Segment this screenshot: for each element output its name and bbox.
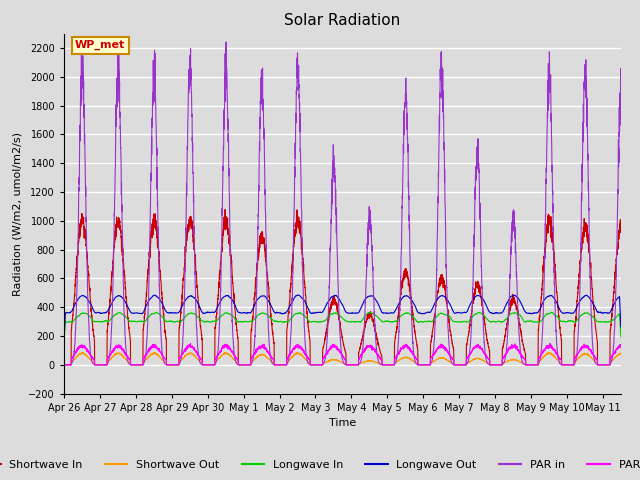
- Shortwave In: [60, 362, 68, 368]
- PAR in: [325, 302, 333, 308]
- PAR in: [600, 362, 607, 368]
- Longwave Out: [299, 296, 307, 301]
- Line: Shortwave Out: Shortwave Out: [64, 352, 621, 365]
- PAR out: [325, 348, 333, 353]
- Longwave In: [600, 319, 607, 325]
- Longwave In: [617, 334, 625, 340]
- PAR in: [299, 257, 307, 263]
- Shortwave In: [617, 217, 625, 223]
- Title: Solar Radiation: Solar Radiation: [284, 13, 401, 28]
- Longwave In: [324, 313, 332, 319]
- PAR in: [617, 79, 625, 84]
- PAR out: [187, 340, 195, 346]
- Longwave In: [294, 311, 301, 316]
- Longwave Out: [151, 292, 159, 298]
- Legend: Shortwave In, Shortwave Out, Longwave In, Longwave Out, PAR in, PAR out: Shortwave In, Shortwave Out, Longwave In…: [0, 456, 640, 474]
- Longwave Out: [600, 310, 607, 316]
- Shortwave Out: [325, 359, 333, 364]
- Shortwave In: [294, 219, 302, 225]
- X-axis label: Time: Time: [329, 418, 356, 428]
- Line: PAR in: PAR in: [64, 42, 621, 365]
- Shortwave In: [325, 318, 333, 324]
- Shortwave In: [600, 362, 607, 368]
- PAR in: [60, 362, 68, 368]
- Longwave Out: [617, 324, 625, 330]
- Line: Longwave Out: Longwave Out: [64, 295, 621, 339]
- Shortwave Out: [600, 362, 607, 368]
- PAR in: [572, 356, 580, 361]
- Longwave In: [465, 319, 472, 325]
- PAR in: [465, 357, 472, 362]
- Longwave Out: [325, 298, 333, 304]
- Longwave Out: [294, 292, 302, 298]
- Y-axis label: Radiation (W/m2, umol/m2/s): Radiation (W/m2, umol/m2/s): [13, 132, 23, 296]
- Shortwave Out: [299, 353, 307, 359]
- Longwave In: [60, 340, 68, 346]
- Longwave Out: [572, 306, 580, 312]
- Shortwave Out: [465, 360, 472, 365]
- Shortwave Out: [617, 350, 625, 356]
- Longwave In: [548, 310, 556, 315]
- PAR out: [465, 354, 472, 360]
- Text: WP_met: WP_met: [75, 40, 125, 50]
- Shortwave Out: [60, 362, 68, 368]
- PAR out: [617, 345, 625, 350]
- Longwave Out: [465, 305, 472, 311]
- Line: PAR out: PAR out: [64, 343, 621, 365]
- PAR out: [600, 362, 607, 368]
- Shortwave Out: [572, 358, 580, 364]
- Longwave Out: [60, 336, 68, 342]
- PAR in: [294, 68, 302, 74]
- PAR out: [294, 344, 302, 349]
- Shortwave Out: [294, 350, 302, 356]
- Shortwave In: [465, 332, 472, 337]
- PAR in: [222, 39, 230, 45]
- Longwave In: [572, 319, 580, 324]
- Longwave In: [298, 312, 306, 317]
- Shortwave In: [221, 207, 229, 213]
- Line: Shortwave In: Shortwave In: [64, 210, 621, 365]
- Shortwave In: [299, 251, 307, 256]
- Line: Longwave In: Longwave In: [64, 312, 621, 343]
- Shortwave Out: [221, 349, 229, 355]
- PAR out: [299, 348, 307, 353]
- PAR out: [572, 353, 580, 359]
- Shortwave In: [572, 312, 580, 317]
- PAR out: [60, 362, 68, 368]
